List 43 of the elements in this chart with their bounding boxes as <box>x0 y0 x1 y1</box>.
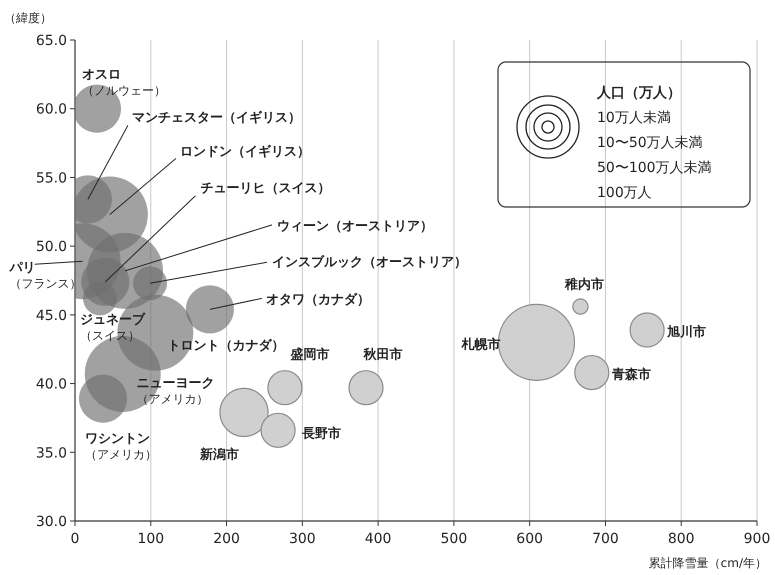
annotation: 旭川市 <box>666 324 706 340</box>
y-tick-label: 50.0 <box>36 239 67 256</box>
x-tick-label: 500 <box>440 531 468 547</box>
annotation: 秋田市 <box>362 346 402 363</box>
annotation: 稚内市 <box>564 276 604 293</box>
x-tick-label: 700 <box>592 531 619 547</box>
annotation: 長野市 <box>301 425 342 442</box>
annotation: トロント（カナダ） <box>167 338 284 354</box>
annotation: ウィーン（オーストリア） <box>277 218 434 234</box>
annotation: 札幌市 <box>460 336 500 352</box>
annotation: 100万人 <box>597 185 652 201</box>
y-axis-title: （緯度） <box>4 11 52 25</box>
x-tick-label: 300 <box>288 531 316 547</box>
annotation: 10〜50万人未満 <box>597 135 703 151</box>
annotation: 盛岡市 <box>289 346 330 363</box>
x-axis-title: 累計降雪量（cm/年） <box>648 556 767 570</box>
y-tick-label: 45.0 <box>36 308 67 324</box>
x-tick-label: 900 <box>744 531 770 547</box>
annotation: オタワ（カナダ） <box>266 292 370 308</box>
annotation: ワシントン（アメリカ） <box>85 432 158 462</box>
y-tick-label: 60.0 <box>36 102 67 118</box>
legend-title: 人口（万人） <box>596 85 681 101</box>
annotation: 50〜100万人未満 <box>597 160 712 176</box>
x-tick-label: 200 <box>213 531 240 547</box>
annotation: 新潟市 <box>198 446 239 462</box>
annotation: ロンドン（イギリス） <box>180 144 310 160</box>
annotation: 青森市 <box>610 366 651 383</box>
x-tick-label: 0 <box>70 531 80 547</box>
annotation: 10万人未満 <box>597 110 671 126</box>
y-tick-label: 55.0 <box>36 170 67 186</box>
x-tick-label: 600 <box>516 531 544 547</box>
y-tick-label: 30.0 <box>36 514 67 530</box>
annotation: チューリヒ（スイス） <box>200 180 330 196</box>
annotation: マンチェスター（イギリス） <box>132 110 301 126</box>
y-tick-label: 40.0 <box>36 376 67 393</box>
x-tick-label: 100 <box>137 531 164 547</box>
annotation: パリ（フランス） <box>8 260 82 290</box>
y-tick-label: 35.0 <box>36 445 67 462</box>
annotation: インスブルック（オーストリア） <box>272 254 468 270</box>
annotation: ジュネーブ（スイス） <box>80 311 146 342</box>
x-tick-label: 400 <box>364 531 392 547</box>
x-tick-label: 800 <box>668 531 695 547</box>
y-tick-label: 65.0 <box>36 33 67 49</box>
